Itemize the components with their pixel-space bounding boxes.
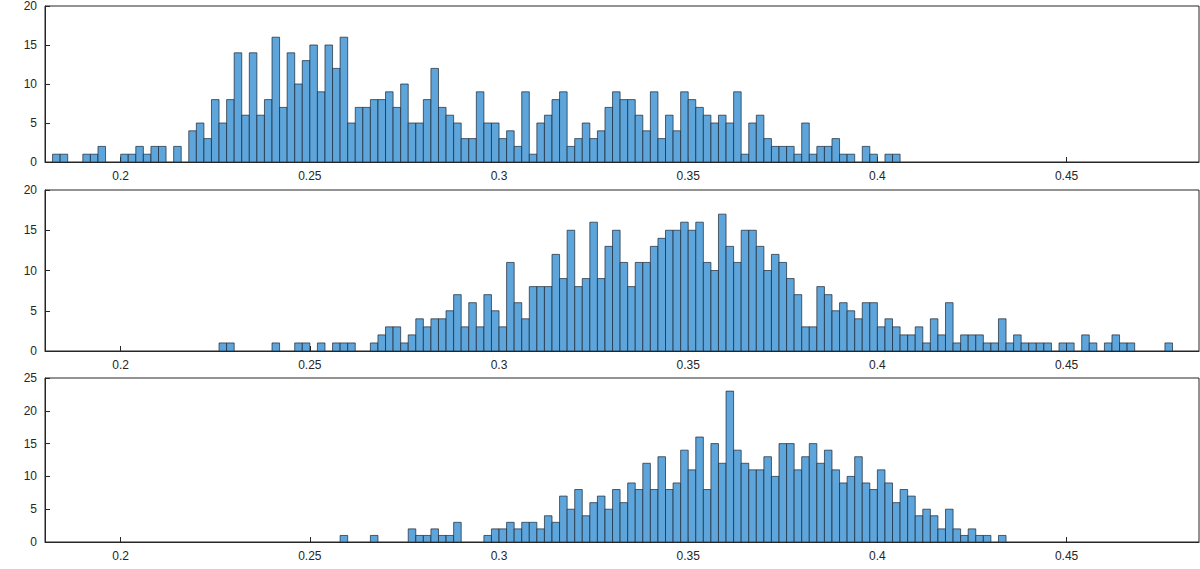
svg-text:0.4: 0.4 [869,358,886,372]
svg-text:0.4: 0.4 [869,169,886,183]
svg-text:0.2: 0.2 [112,549,129,563]
svg-text:0.25: 0.25 [298,358,322,372]
svg-text:0: 0 [30,155,37,169]
svg-text:0: 0 [30,535,37,549]
svg-text:5: 5 [30,502,37,516]
svg-text:0.35: 0.35 [677,169,701,183]
svg-text:20: 20 [24,404,38,418]
svg-text:0.25: 0.25 [298,549,322,563]
svg-text:0.35: 0.35 [677,358,701,372]
svg-text:25: 25 [24,371,38,385]
svg-text:0.45: 0.45 [1055,358,1079,372]
svg-text:10: 10 [24,264,38,278]
svg-text:15: 15 [24,38,38,52]
svg-text:0.25: 0.25 [298,169,322,183]
svg-text:0.4: 0.4 [869,549,886,563]
svg-text:10: 10 [24,77,38,91]
svg-text:15: 15 [24,437,38,451]
svg-text:0.45: 0.45 [1055,169,1079,183]
svg-text:0.2: 0.2 [112,358,129,372]
svg-text:5: 5 [30,116,37,130]
svg-text:20: 20 [24,183,38,197]
svg-text:0.35: 0.35 [677,549,701,563]
svg-text:5: 5 [30,304,37,318]
svg-text:10: 10 [24,469,38,483]
svg-text:0.3: 0.3 [491,549,508,563]
svg-text:20: 20 [24,0,38,13]
svg-text:0: 0 [30,344,37,358]
svg-text:15: 15 [24,223,38,237]
svg-text:0.3: 0.3 [491,358,508,372]
svg-text:0.45: 0.45 [1055,549,1079,563]
svg-text:0.2: 0.2 [112,169,129,183]
svg-text:0.3: 0.3 [491,169,508,183]
